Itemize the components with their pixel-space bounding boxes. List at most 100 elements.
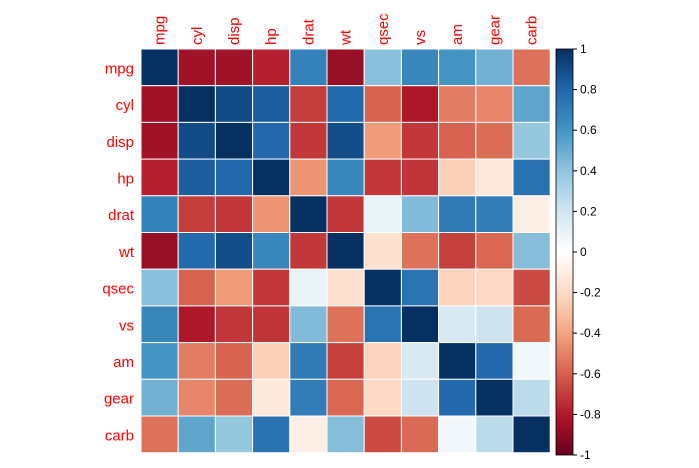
heatmap-cell-carb-qsec bbox=[363, 415, 402, 454]
heatmap-cell-carb-hp bbox=[252, 415, 291, 454]
heatmap-cell-carb-am bbox=[438, 415, 477, 454]
heatmap-cell-disp-disp bbox=[214, 121, 254, 160]
heatmap-cell-wt-vs bbox=[400, 232, 440, 270]
column-label-cyl: cyl bbox=[189, 27, 206, 45]
heatmap-cell-am-qsec bbox=[363, 342, 402, 380]
heatmap-cell-mpg-qsec bbox=[363, 48, 402, 87]
heatmap-cell-hp-wt bbox=[326, 158, 365, 197]
heatmap-cell-hp-hp bbox=[252, 158, 291, 197]
heatmap-cell-mpg-hp bbox=[252, 48, 291, 87]
heatmap-cell-wt-gear bbox=[475, 232, 514, 270]
heatmap-cell-am-mpg bbox=[140, 342, 179, 380]
column-label-vs: vs bbox=[412, 30, 429, 45]
heatmap-cell-vs-gear bbox=[475, 305, 514, 344]
heatmap-cell-drat-mpg bbox=[140, 195, 179, 234]
colorbar-tick-label: 0.4 bbox=[580, 164, 597, 178]
heatmap-cell-vs-vs bbox=[400, 305, 440, 344]
heatmap-cell-gear-am bbox=[438, 378, 477, 417]
heatmap-cell-carb-disp bbox=[214, 415, 254, 454]
heatmap-cell-gear-disp bbox=[214, 378, 254, 417]
heatmap-cell-mpg-mpg bbox=[140, 48, 179, 87]
heatmap-cell-wt-hp bbox=[252, 232, 291, 270]
row-label-drat: drat bbox=[108, 207, 135, 224]
heatmap-cell-carb-wt bbox=[326, 415, 365, 454]
heatmap-cell-wt-am bbox=[438, 232, 477, 270]
heatmap-cell-wt-drat bbox=[289, 232, 328, 270]
heatmap-cell-am-hp bbox=[252, 342, 291, 380]
heatmap-cell-qsec-am bbox=[438, 268, 477, 307]
heatmap-cell-drat-gear bbox=[475, 195, 514, 234]
heatmap-cell-qsec-cyl bbox=[177, 268, 216, 307]
heatmap-cell-qsec-disp bbox=[214, 268, 254, 307]
heatmap-cell-gear-hp bbox=[252, 378, 291, 417]
heatmap-cell-wt-disp bbox=[214, 232, 254, 270]
heatmap-cell-cyl-hp bbox=[252, 85, 291, 123]
heatmap-cell-disp-drat bbox=[289, 121, 328, 160]
heatmap-cell-hp-am bbox=[438, 158, 477, 197]
heatmap-cell-drat-carb bbox=[512, 195, 551, 234]
heatmap-cell-am-vs bbox=[400, 342, 440, 380]
heatmap-cell-gear-cyl bbox=[177, 378, 216, 417]
heatmap-cell-hp-mpg bbox=[140, 158, 179, 197]
heatmap-cell-hp-gear bbox=[475, 158, 514, 197]
heatmap-cell-hp-drat bbox=[289, 158, 328, 197]
column-label-carb: carb bbox=[524, 16, 541, 45]
row-label-wt: wt bbox=[118, 244, 135, 261]
heatmap-cell-cyl-vs bbox=[400, 85, 440, 123]
heatmap-cell-gear-mpg bbox=[140, 378, 179, 417]
heatmap-cell-hp-qsec bbox=[363, 158, 402, 197]
column-label-hp: hp bbox=[263, 28, 280, 45]
colorbar-tick-label: 0.8 bbox=[580, 83, 597, 97]
colorbar-tick-label: -0.2 bbox=[580, 286, 601, 300]
heatmap-cell-drat-hp bbox=[252, 195, 291, 234]
row-label-mpg: mpg bbox=[105, 60, 134, 77]
heatmap-cell-am-drat bbox=[289, 342, 328, 380]
heatmap-cell-gear-drat bbox=[289, 378, 328, 417]
colorbar-tick-label: 0.6 bbox=[580, 123, 597, 137]
row-label-cyl: cyl bbox=[116, 97, 134, 114]
column-label-disp: disp bbox=[226, 17, 243, 45]
row-label-qsec: qsec bbox=[102, 281, 134, 298]
heatmap-cell-carb-carb bbox=[512, 415, 551, 454]
heatmap-cell-am-gear bbox=[475, 342, 514, 380]
heatmap-cell-cyl-carb bbox=[512, 85, 551, 123]
heatmap-cell-wt-mpg bbox=[140, 232, 179, 270]
heatmap-cell-qsec-mpg bbox=[140, 268, 179, 307]
row-label-gear: gear bbox=[104, 391, 134, 408]
heatmap-cell-carb-drat bbox=[289, 415, 328, 454]
heatmap-cell-drat-wt bbox=[326, 195, 365, 234]
heatmap-cell-drat-am bbox=[438, 195, 477, 234]
heatmap-cell-disp-cyl bbox=[177, 121, 216, 160]
heatmap-cell-gear-wt bbox=[326, 378, 365, 417]
heatmap-cell-disp-am bbox=[438, 121, 477, 160]
heatmap-cell-mpg-cyl bbox=[177, 48, 216, 87]
colorbar-tick-label: -0.8 bbox=[580, 407, 601, 421]
heatmap-cell-cyl-gear bbox=[475, 85, 514, 123]
heatmap-cell-cyl-mpg bbox=[140, 85, 179, 123]
heatmap-cell-disp-vs bbox=[400, 121, 440, 160]
heatmap-cell-am-carb bbox=[512, 342, 551, 380]
column-label-qsec: qsec bbox=[375, 13, 392, 45]
heatmap-cell-qsec-vs bbox=[400, 268, 440, 307]
heatmap-cell-carb-gear bbox=[475, 415, 514, 454]
heatmap-cell-hp-carb bbox=[512, 158, 551, 197]
heatmap-cell-carb-cyl bbox=[177, 415, 216, 454]
heatmap-cell-cyl-disp bbox=[214, 85, 254, 123]
heatmap-cell-carb-vs bbox=[400, 415, 440, 454]
heatmap-cell-vs-carb bbox=[512, 305, 551, 344]
column-label-drat: drat bbox=[300, 18, 317, 45]
heatmap-cell-gear-vs bbox=[400, 378, 440, 417]
heatmap-cell-vs-hp bbox=[252, 305, 291, 344]
heatmap-cell-mpg-disp bbox=[214, 48, 254, 87]
row-label-disp: disp bbox=[106, 134, 134, 151]
heatmap-cell-am-cyl bbox=[177, 342, 216, 380]
heatmap-cell-qsec-gear bbox=[475, 268, 514, 307]
row-label-vs: vs bbox=[119, 317, 134, 334]
heatmap-cell-gear-gear bbox=[475, 378, 514, 417]
heatmap-cell-drat-disp bbox=[214, 195, 254, 234]
column-label-am: am bbox=[449, 24, 466, 45]
row-label-hp: hp bbox=[117, 170, 134, 187]
heatmap-cell-wt-cyl bbox=[177, 232, 216, 270]
heatmap-cell-vs-cyl bbox=[177, 305, 216, 344]
